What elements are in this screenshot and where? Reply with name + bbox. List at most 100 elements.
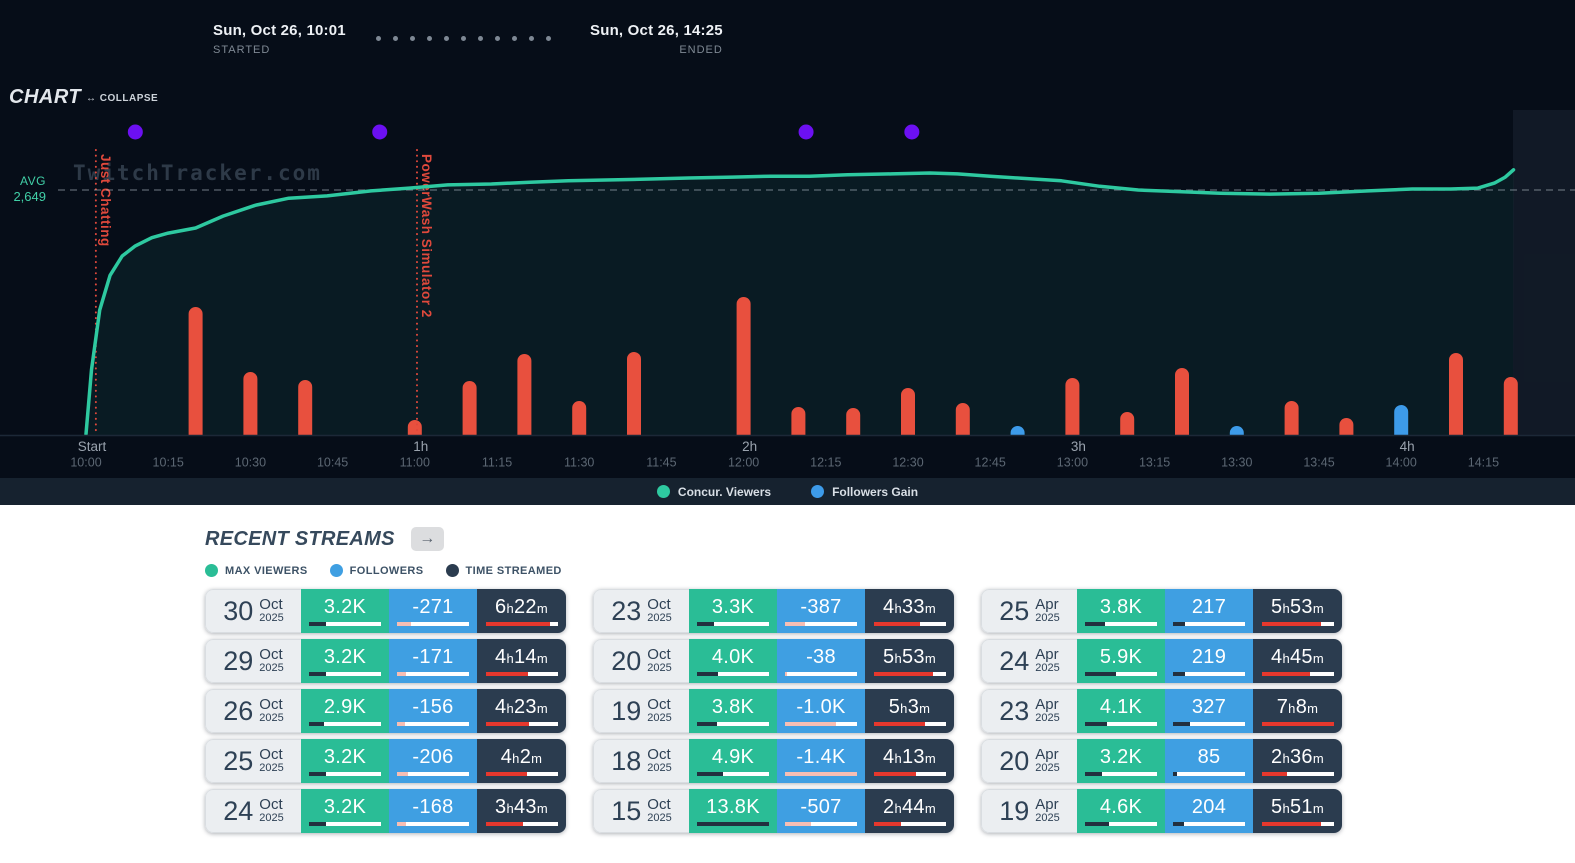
stream-row[interactable]: 19 Oct 2025 3.8K -1.0K 5h3m — [593, 689, 954, 733]
max-viewers-bar — [697, 722, 769, 726]
stream-chart-canvas[interactable]: Just Chatting PowerWash Simulator 2 Start 1… — [0, 0, 1575, 478]
max-viewers-bar — [309, 772, 381, 776]
follower-loss-bar — [1449, 353, 1463, 435]
stream-followers-change: 204 — [1165, 789, 1253, 833]
stream-stats-panel: Just Chatting PowerWash Simulator 2 Start 1… — [0, 0, 1575, 505]
axis-tick-label: 10:00 — [70, 456, 101, 470]
stream-row[interactable]: 24 Apr 2025 5.9K 219 4h45m — [981, 639, 1342, 683]
stream-followers-change: -38 — [777, 639, 865, 683]
game-change-dot[interactable] — [904, 124, 920, 140]
follower-loss-bar — [1339, 418, 1354, 435]
follower-loss-bar — [188, 307, 203, 435]
stream-max-viewers: 13.8K — [689, 789, 777, 833]
watermark: TwitchTracker.com — [73, 161, 322, 185]
stream-row[interactable]: 29 Oct 2025 3.2K -171 4h14m — [205, 639, 566, 683]
recent-streams-panel: RECENT STREAMS → MAX VIEWERS FOLLOWERS TIM… — [0, 505, 1575, 863]
max-viewers-bar — [1085, 772, 1157, 776]
collapse-button[interactable]: ↔ COLLAPSE — [86, 93, 159, 104]
stream-time-streamed: 5h53m — [865, 639, 954, 683]
stream-max-viewers: 3.2K — [301, 639, 389, 683]
stream-time-streamed: 4h23m — [477, 689, 566, 733]
stream-date: 25 Oct 2025 — [205, 739, 301, 783]
stream-time-streamed: 4h33m — [865, 589, 954, 633]
stream-row[interactable]: 23 Oct 2025 3.3K -387 4h33m — [593, 589, 954, 633]
game-change-dot[interactable] — [372, 124, 388, 140]
axis-major-label: 4h — [1400, 439, 1415, 454]
stream-row[interactable]: 25 Oct 2025 3.2K -206 4h2m — [205, 739, 566, 783]
stream-date: 25 Apr 2025 — [981, 589, 1077, 633]
recent-streams-title: RECENT STREAMS — [205, 527, 395, 550]
followers-bar — [397, 622, 469, 626]
stream-row[interactable]: 23 Apr 2025 4.1K 327 7h8m — [981, 689, 1342, 733]
stream-time-streamed: 7h8m — [1253, 689, 1342, 733]
max-viewers-bar — [697, 622, 769, 626]
stream-followers-change: 219 — [1165, 639, 1253, 683]
duration-dots-separator — [376, 36, 551, 41]
axis-tick-label: 10:45 — [317, 456, 348, 470]
follower-loss-bar — [243, 372, 258, 435]
started-label: STARTED — [213, 44, 271, 56]
stream-time-streamed: 5h51m — [1253, 789, 1342, 833]
axis-tick-label: 13:45 — [1303, 456, 1334, 470]
axis-major-label: 1h — [413, 439, 428, 454]
chart-legend-item[interactable]: Followers Gain — [811, 485, 918, 499]
follower-loss-bar — [572, 401, 587, 435]
stream-max-viewers: 3.8K — [1077, 589, 1165, 633]
ended-datetime: Sun, Oct 26, 14:25 — [590, 22, 723, 39]
follower-loss-bar — [736, 297, 751, 435]
stream-row[interactable]: 20 Oct 2025 4.0K -38 5h53m — [593, 639, 954, 683]
follower-loss-bar — [1120, 412, 1135, 435]
stream-row[interactable]: 18 Oct 2025 4.9K -1.4K 4h13m — [593, 739, 954, 783]
stream-followers-change: -507 — [777, 789, 865, 833]
stream-max-viewers: 3.2K — [301, 789, 389, 833]
game-change-dot[interactable] — [127, 124, 143, 140]
stream-row[interactable]: 15 Oct 2025 13.8K -507 2h44m — [593, 789, 954, 833]
recent-streams-grid: 30 Oct 2025 3.2K -271 6h22m 29 Oct 2025 3.… — [205, 589, 1575, 833]
time-streamed-bar — [485, 672, 558, 676]
legend-dot-icon — [811, 485, 825, 498]
stream-row[interactable]: 26 Oct 2025 2.9K -156 4h23m — [205, 689, 566, 733]
followers-bar — [1173, 672, 1245, 676]
stream-followers-change: -1.4K — [777, 739, 865, 783]
follower-loss-bar — [846, 408, 861, 435]
stream-time-streamed: 4h13m — [865, 739, 954, 783]
legend-dot-icon — [656, 485, 670, 498]
stream-max-viewers: 5.9K — [1077, 639, 1165, 683]
axis-tick-label: 14:15 — [1468, 456, 1499, 470]
max-viewers-bar — [1085, 622, 1157, 626]
stream-row[interactable]: 20 Apr 2025 3.2K 85 2h36m — [981, 739, 1342, 783]
stream-row[interactable]: 30 Oct 2025 3.2K -271 6h22m — [205, 589, 566, 633]
stream-max-viewers: 3.2K — [301, 589, 389, 633]
max-viewers-bar — [1085, 672, 1157, 676]
followers-bar — [785, 672, 857, 676]
stream-time-streamed: 3h43m — [477, 789, 566, 833]
stream-followers-change: -387 — [777, 589, 865, 633]
stream-followers-change: -271 — [389, 589, 477, 633]
chart-legend-item[interactable]: Concur. Viewers — [656, 485, 771, 499]
stream-followers-change: -206 — [389, 739, 477, 783]
followers-bar — [785, 722, 857, 726]
stream-row[interactable]: 25 Apr 2025 3.8K 217 5h53m — [981, 589, 1342, 633]
axis-tick-label: 12:00 — [728, 456, 759, 470]
viewers-area-fill — [86, 169, 1514, 436]
follower-loss-bar — [1175, 368, 1189, 435]
follower-loss-bar — [407, 420, 422, 435]
stream-row[interactable]: 24 Oct 2025 3.2K -168 3h43m — [205, 789, 566, 833]
stream-time-streamed: 5h53m — [1253, 589, 1342, 633]
stream-max-viewers: 4.1K — [1077, 689, 1165, 733]
stream-row[interactable]: 19 Apr 2025 4.6K 204 5h51m — [981, 789, 1342, 833]
axis-tick-label: 13:00 — [1057, 456, 1088, 470]
axis-tick-label: 12:30 — [892, 456, 923, 470]
game-change-dot[interactable] — [798, 124, 814, 140]
axis-major-label: 2h — [742, 439, 757, 454]
game-marker-label: Just Chatting — [98, 154, 113, 247]
axis-tick-label: 11:30 — [564, 456, 594, 470]
follower-loss-bar — [791, 407, 806, 435]
follower-gain-bar — [1010, 426, 1025, 435]
legend-dot-icon — [329, 564, 343, 577]
stream-time-streamed: 5h3m — [865, 689, 954, 733]
started-datetime: Sun, Oct 26, 10:01 — [213, 22, 346, 39]
time-streamed-bar — [1261, 722, 1334, 726]
recent-streams-arrow-button[interactable]: → — [410, 527, 444, 551]
stream-followers-change: 217 — [1165, 589, 1253, 633]
